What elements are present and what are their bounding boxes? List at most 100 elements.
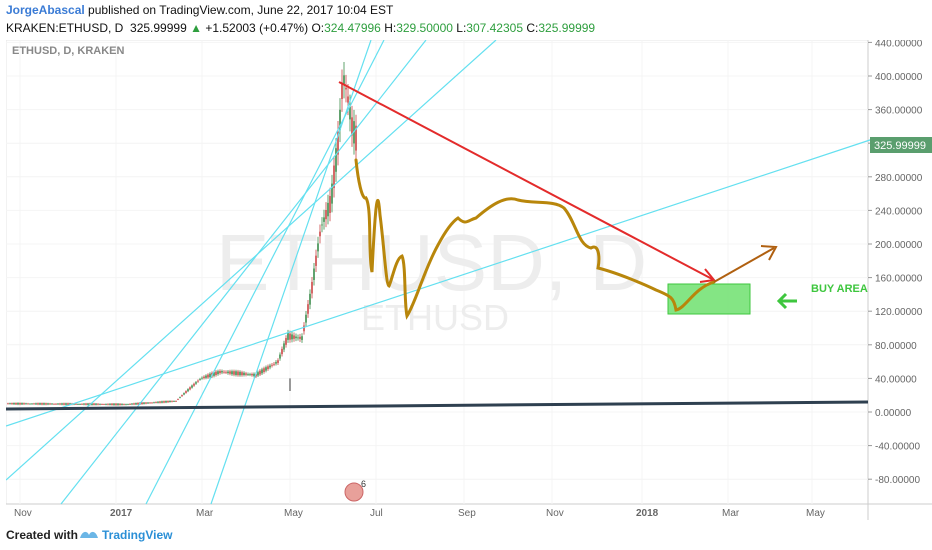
y-tick-label: -80.00000 (875, 475, 920, 486)
candle-body (113, 403, 115, 406)
channel-line[interactable] (210, 39, 372, 505)
candle-body (259, 370, 261, 375)
candle-body (291, 334, 293, 340)
plot-frame (5, 39, 869, 505)
candle-body (281, 348, 283, 355)
candle-body (253, 373, 255, 376)
y-tick-label: 360.00000 (875, 106, 923, 117)
candle-body (53, 403, 55, 405)
candle-body (333, 165, 335, 189)
candle-body (309, 293, 311, 305)
buy-zone[interactable] (667, 283, 751, 315)
chart-svg[interactable]: ETHUSD, D ETHUSD ETHUSD, D, KRAKEN BUY A… (5, 38, 932, 520)
candle-body (189, 387, 191, 390)
y-tick-label: 0.00000 (875, 408, 912, 419)
open-value: 324.47996 (324, 21, 381, 35)
candle-body (299, 336, 301, 339)
candle-body (195, 382, 197, 384)
candle-body (93, 403, 95, 405)
candle-body (41, 403, 43, 405)
candle-body (79, 404, 81, 405)
chart-header: JorgeAbascal published on TradingView.co… (0, 0, 932, 40)
price-change: +1.52003 (+0.47%) (205, 21, 309, 35)
y-tick-label: 400.00000 (875, 72, 923, 83)
trendline-red[interactable] (338, 81, 715, 281)
candle-body (165, 401, 167, 403)
x-tick-label: Mar (722, 508, 740, 519)
candle-body (321, 224, 323, 226)
candle-body (57, 403, 59, 405)
candle-body (231, 371, 233, 375)
candle-body (271, 364, 273, 366)
candle-body (13, 403, 15, 405)
support-baseline[interactable] (5, 400, 869, 411)
candle-body (229, 371, 231, 374)
candle-body (75, 403, 77, 405)
candle-body (183, 393, 185, 395)
event-badge[interactable]: 6 (344, 479, 366, 502)
candle-body (95, 403, 97, 405)
candle-body (117, 403, 119, 406)
x-tick-label: Mar (196, 508, 214, 519)
candle-body (285, 338, 287, 345)
grid (6, 40, 868, 504)
chart-title: ETHUSD, D, KRAKEN (12, 45, 125, 57)
candle-body (39, 403, 41, 405)
candle-body (19, 402, 21, 405)
candle-body (17, 402, 19, 405)
candle-body (47, 403, 49, 405)
candle-body (329, 196, 331, 214)
y-tick-label: 200.00000 (875, 240, 923, 251)
candle-body (355, 125, 357, 151)
projection-arrow-line[interactable] (713, 247, 775, 283)
candle-body (269, 365, 271, 368)
tradingview-brand[interactable]: TradingView (102, 528, 173, 542)
candle-body (15, 402, 17, 405)
candle-body (187, 389, 189, 392)
candle-body (317, 243, 319, 252)
candle-body (191, 385, 193, 388)
open-label: O: (311, 21, 325, 35)
candle-body (127, 404, 129, 406)
candle-body (215, 371, 217, 376)
chart-area[interactable]: ETHUSD, D ETHUSD ETHUSD, D, KRAKEN BUY A… (5, 38, 932, 520)
candle-body (241, 372, 243, 376)
candle-body (249, 374, 251, 376)
candle-body (283, 343, 285, 350)
channel-line[interactable] (60, 39, 427, 505)
candle-body (323, 217, 325, 222)
last-price: 325.99999 (130, 21, 187, 35)
candle-body (161, 401, 163, 403)
price-axis[interactable]: 440.00000400.00000360.00000320.00000280.… (868, 38, 923, 486)
time-axis[interactable]: Nov 2017 Mar May Jul Sep Nov 2018 Mar May (14, 508, 825, 519)
candle-body (311, 281, 313, 294)
candle-body (349, 106, 351, 120)
candle-body (221, 371, 223, 373)
candle-body (307, 304, 309, 314)
y-tick-label: 160.00000 (875, 274, 923, 285)
candle-body (107, 403, 109, 405)
close-label: C: (526, 21, 539, 35)
x-tick-label: Nov (546, 508, 564, 519)
symbol-label: KRAKEN:ETHUSD, D (6, 21, 124, 35)
flag-icon (344, 482, 364, 502)
price-projection-path[interactable] (354, 158, 716, 320)
candle-body (51, 403, 53, 405)
buy-area-label: BUY AREA (811, 283, 868, 295)
candle-body (163, 401, 165, 403)
candle-body (251, 374, 253, 376)
published-text: published on TradingView.com, June 22, 2… (88, 3, 394, 17)
candle-body (125, 404, 127, 406)
candle-body (225, 371, 227, 373)
candle-body (87, 403, 89, 405)
candle-body (25, 403, 27, 405)
candle-body (185, 391, 187, 393)
channel-line[interactable] (5, 39, 497, 481)
candle-body (287, 332, 289, 340)
channel-line[interactable] (5, 137, 877, 427)
y-tick-label: 240.00000 (875, 206, 923, 217)
candle-body (327, 202, 329, 217)
candle-body (133, 403, 135, 405)
watermark-symbol: ETHUSD, D (216, 218, 647, 307)
author-link[interactable]: JorgeAbascal (6, 3, 85, 17)
